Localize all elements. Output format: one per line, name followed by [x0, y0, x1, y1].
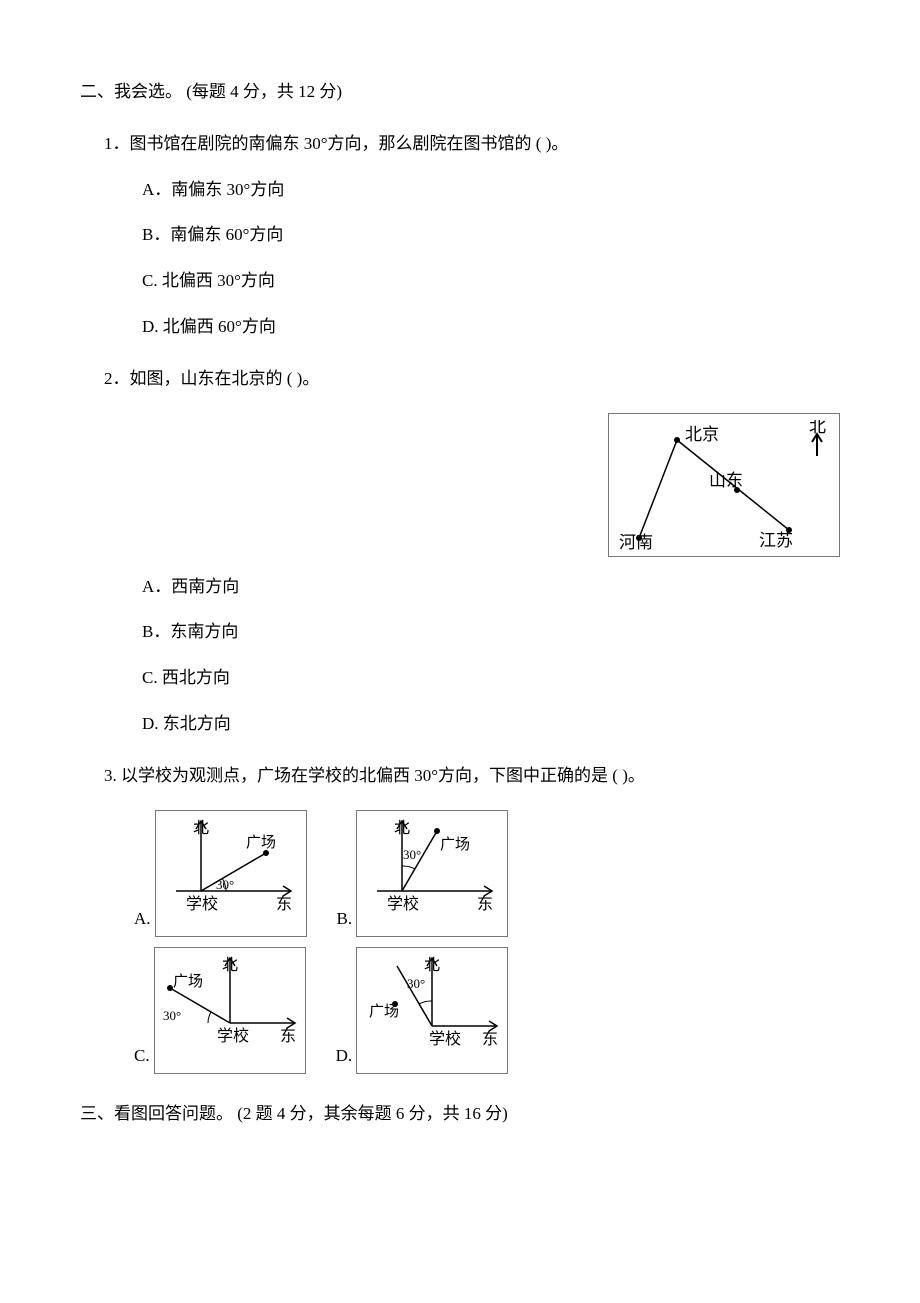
- q2-map-svg: 北 北京 河南 山东 江苏: [619, 420, 829, 550]
- svg-text:北: 北: [394, 819, 410, 837]
- svg-text:广场: 广场: [369, 1003, 399, 1020]
- q3-cell-a: A. 北 东 学校 广场 30°: [134, 810, 307, 937]
- question-3: 3. 以学校为观测点，广场在学校的北偏西 30°方向，下图中正确的是 ( )。 …: [104, 764, 860, 1074]
- svg-text:北: 北: [424, 956, 440, 974]
- svg-text:北: 北: [222, 956, 238, 974]
- question-1: 1．图书馆在剧院的南偏东 30°方向，那么剧院在图书馆的 ( )。 A．南偏东 …: [104, 132, 860, 339]
- section-2-heading: 二、我会选。 (每题 4 分，共 12 分): [80, 80, 860, 104]
- q2-stem: 2．如图，山东在北京的 ( )。: [104, 367, 860, 391]
- q3-diagram-b: 北 东 学校 广场 30°: [356, 810, 508, 937]
- q3-cell-c: C. 北 东 学校 广场 30°: [134, 947, 306, 1074]
- q2-options: A．西南方向 B．东南方向 C. 西北方向 D. 东北方向: [142, 575, 860, 736]
- svg-text:广场: 广场: [246, 834, 276, 851]
- svg-text:广场: 广场: [440, 836, 470, 853]
- svg-text:广场: 广场: [173, 973, 203, 990]
- q1-option-a: A．南偏东 30°方向: [142, 178, 860, 202]
- q2-option-c: C. 西北方向: [142, 666, 860, 690]
- section-3-heading: 三、看图回答问题。 (2 题 4 分，其余每题 6 分，共 16 分): [80, 1102, 860, 1126]
- jiangsu-label: 江苏: [759, 531, 793, 550]
- q3-row-ab: A. 北 东 学校 广场 30°: [134, 810, 860, 937]
- svg-text:30°: 30°: [216, 877, 234, 892]
- q3-diagram-a: 北 东 学校 广场 30°: [155, 810, 307, 937]
- q3-cell-b: B. 北 东 学校 广场 30°: [337, 810, 509, 937]
- q1-option-b: B．南偏东 60°方向: [142, 223, 860, 247]
- q2-option-b: B．东南方向: [142, 620, 860, 644]
- svg-text:学校: 学校: [387, 895, 419, 913]
- q1-option-c: C. 北偏西 30°方向: [142, 269, 860, 293]
- shandong-label: 山东: [709, 471, 743, 490]
- henan-label: 河南: [619, 533, 653, 550]
- svg-text:东: 东: [276, 895, 292, 913]
- q2-option-d: D. 东北方向: [142, 712, 860, 736]
- svg-text:东: 东: [482, 1030, 498, 1048]
- q2-map-figure: 北 北京 河南 山东 江苏: [104, 413, 860, 557]
- svg-text:东: 东: [280, 1027, 296, 1045]
- q2-map-box: 北 北京 河南 山东 江苏: [608, 413, 840, 557]
- svg-text:30°: 30°: [403, 847, 421, 862]
- q3-label-c: C.: [134, 1044, 150, 1074]
- svg-text:学校: 学校: [186, 895, 218, 913]
- north-label: 北: [809, 420, 826, 436]
- q2-option-a: A．西南方向: [142, 575, 860, 599]
- q3-diagram-c: 北 东 学校 广场 30°: [154, 947, 306, 1074]
- q1-stem: 1．图书馆在剧院的南偏东 30°方向，那么剧院在图书馆的 ( )。: [104, 132, 860, 156]
- q3-stem: 3. 以学校为观测点，广场在学校的北偏西 30°方向，下图中正确的是 ( )。: [104, 764, 860, 788]
- svg-text:北: 北: [193, 819, 209, 837]
- svg-text:学校: 学校: [429, 1030, 461, 1048]
- svg-text:学校: 学校: [217, 1027, 249, 1045]
- q1-options: A．南偏东 30°方向 B．南偏东 60°方向 C. 北偏西 30°方向 D. …: [142, 178, 860, 339]
- q3-label-a: A.: [134, 907, 151, 937]
- q3-label-d: D.: [336, 1044, 353, 1074]
- q1-option-d: D. 北偏西 60°方向: [142, 315, 860, 339]
- q3-cell-d: D. 北 东 学校 广场 30°: [336, 947, 509, 1074]
- q3-row-cd: C. 北 东 学校 广场 30°: [134, 947, 860, 1074]
- svg-text:30°: 30°: [163, 1008, 181, 1023]
- q3-label-b: B.: [337, 907, 353, 937]
- q3-diagram-d: 北 东 学校 广场 30°: [356, 947, 508, 1074]
- svg-text:30°: 30°: [407, 976, 425, 991]
- beijing-label: 北京: [685, 425, 719, 444]
- svg-text:东: 东: [477, 895, 493, 913]
- question-2: 2．如图，山东在北京的 ( )。 北 北京 河南 山东 江苏: [104, 367, 860, 736]
